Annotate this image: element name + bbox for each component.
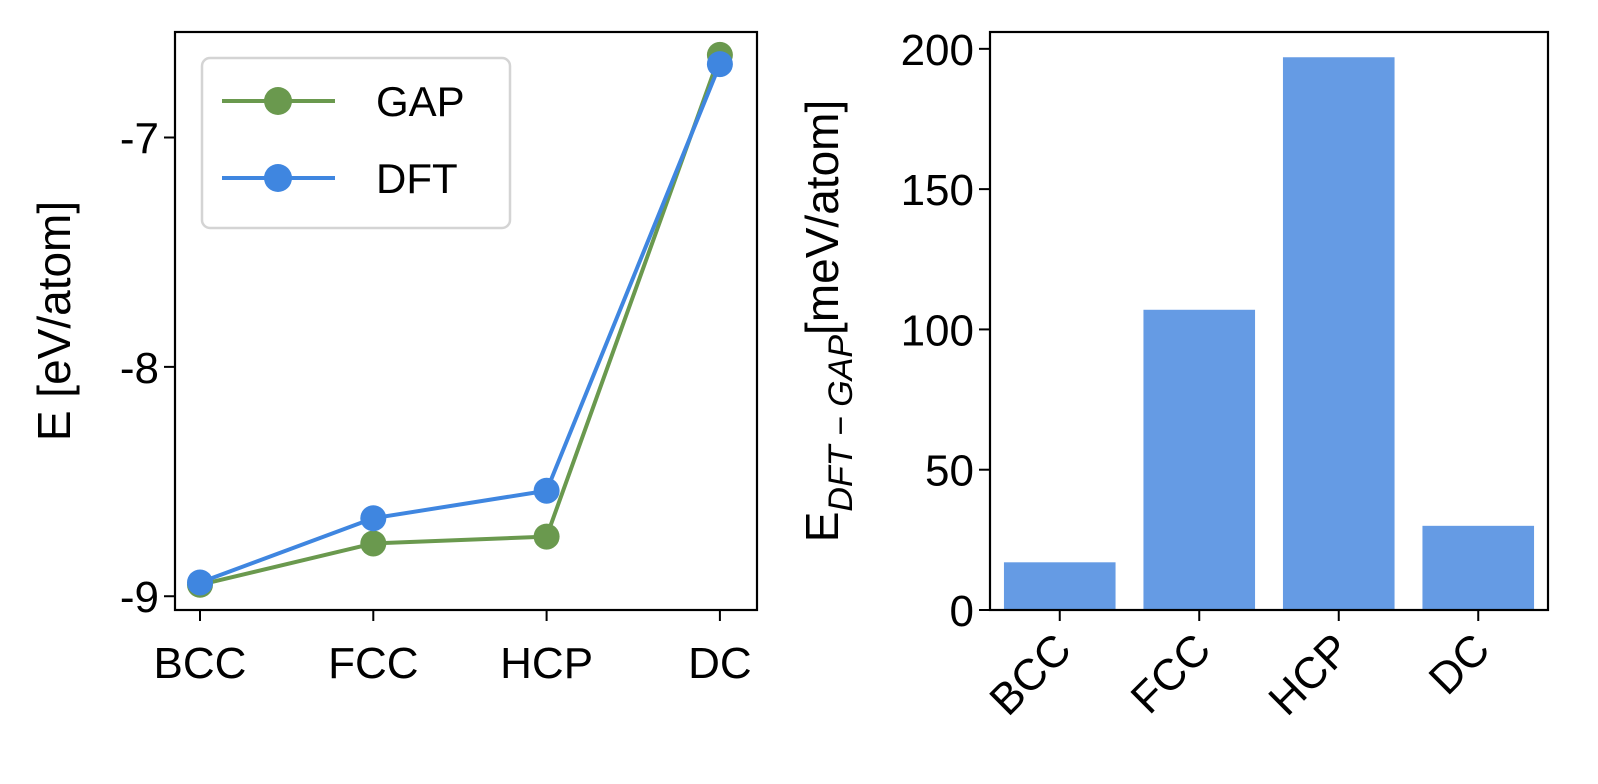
data-point-gap <box>533 523 560 550</box>
series-line-dft <box>199 63 722 585</box>
y-tick-label: -7 <box>120 115 159 164</box>
y-label-main: E <box>796 512 848 543</box>
y-tick-label: -9 <box>120 573 159 622</box>
data-point-dft <box>706 51 733 78</box>
bar-chart-frame <box>988 30 1550 612</box>
legend-entry-gap: GAP <box>222 78 465 125</box>
data-point-dft <box>187 569 213 596</box>
line-chart-ticks: -9 -8 -7 BCC FCC HCP DC <box>120 115 752 688</box>
bar-hcp <box>1282 57 1395 610</box>
y-tick-label: 150 <box>901 166 974 215</box>
bar-dc <box>1422 525 1535 610</box>
line-chart-series <box>187 41 733 598</box>
series-line-gap <box>199 54 722 587</box>
y-label-subscript: DFT − GAP <box>822 335 860 512</box>
y-label-unit: [meV/atom] <box>796 100 848 335</box>
x-tick-label: FCC <box>1122 624 1221 723</box>
y-tick-label: -8 <box>120 344 159 393</box>
y-tick-label: 50 <box>925 447 974 496</box>
legend-entry-dft: DFT <box>222 155 458 202</box>
bar-fcc <box>1143 309 1256 610</box>
bar-chart: 0 50 100 150 200 BCC FCC HCP DC EDFT − GAP[meV/a… <box>796 26 1550 725</box>
data-point-dft <box>360 505 387 532</box>
x-tick-label: HCP <box>500 639 593 688</box>
line-chart-y-axis-label: E [eV/atom] <box>28 201 80 441</box>
bar-chart-bars <box>1003 57 1535 610</box>
x-tick-label: BCC <box>154 639 247 688</box>
bar-bcc <box>1003 562 1116 610</box>
y-tick-label: 200 <box>901 26 974 75</box>
x-tick-label: DC <box>688 639 752 688</box>
legend-label-gap: GAP <box>376 78 465 125</box>
data-point-dft <box>533 477 560 504</box>
x-tick-label: HCP <box>1259 624 1359 724</box>
line-chart: -9 -8 -7 BCC FCC HCP DC E [eV/atom] GAP DFT <box>28 30 759 688</box>
data-point-gap <box>360 530 387 557</box>
x-tick-label: FCC <box>328 639 418 688</box>
legend-marker-gap <box>264 87 292 115</box>
legend: GAP DFT <box>200 56 512 230</box>
y-tick-label: 100 <box>901 306 974 355</box>
y-tick-label: 0 <box>950 587 974 636</box>
x-tick-label: DC <box>1420 624 1500 704</box>
legend-marker-dft <box>264 164 292 192</box>
bar-chart-y-axis-label: EDFT − GAP[meV/atom] <box>796 100 860 543</box>
legend-label-dft: DFT <box>376 155 458 202</box>
x-tick-label: BCC <box>980 624 1080 724</box>
line-chart-frame <box>173 30 759 612</box>
